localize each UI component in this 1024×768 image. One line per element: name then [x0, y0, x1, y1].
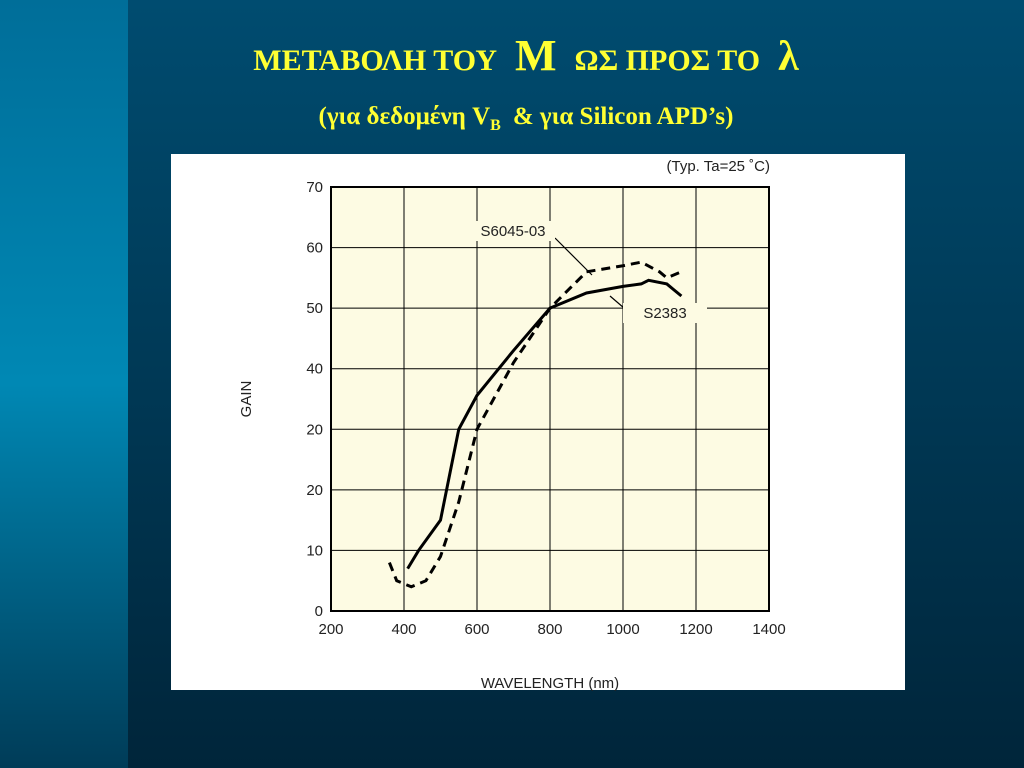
grid: 200 400 600 800 1000 1200 1400 0 10 20 20 40 50 60 70 — [306, 179, 785, 638]
y-tick-label: 50 — [306, 300, 323, 317]
y-tick-label: 10 — [306, 542, 323, 559]
subtitle: (για δεδομένη VB & για Silicon APD’s) — [319, 103, 734, 134]
leader-line — [554, 237, 593, 276]
y-tick-label: 20 — [306, 482, 323, 499]
y-tick-label: 20 — [306, 421, 323, 438]
subtitle-part: & για Silicon APD’s) — [513, 103, 734, 130]
series-line — [406, 278, 683, 570]
side-stripe — [0, 0, 128, 768]
title-part: λ — [778, 34, 799, 80]
y-tick-label: 70 — [306, 179, 323, 196]
subtitle-part: B — [490, 117, 501, 134]
series-line — [388, 260, 682, 589]
x-axis-title: WAVELENGTH (nm) — [481, 675, 619, 692]
y-axis-title: GAIN — [238, 381, 255, 418]
legend-label-bg — [623, 303, 707, 323]
x-tick-label: 200 — [318, 621, 343, 638]
note: (Typ. Ta=25 ˚C) — [666, 158, 770, 175]
marks: S2383 S6045-03 — [388, 221, 707, 589]
title-part: ΩΣ ΠΡΟΣ ΤΟ — [575, 44, 761, 77]
y-tick-label: 40 — [306, 361, 323, 378]
title: ΜΕΤΑΒΟΛΗ ΤΟΥ Μ ΩΣ ΠΡΟΣ ΤΟ λ — [253, 31, 799, 80]
subtitle-part: (για δεδομένη V — [319, 103, 491, 130]
x-tick-label: 1400 — [752, 621, 785, 638]
legend-label: S6045-03 — [480, 223, 545, 240]
x-tick-label: 1200 — [679, 621, 712, 638]
x-tick-label: 600 — [464, 621, 489, 638]
legend-label-bg — [471, 221, 555, 241]
y-tick-label: 0 — [315, 603, 323, 620]
legend-label: S2383 — [643, 305, 686, 322]
title-part: Μ — [515, 31, 557, 80]
x-tick-label: 800 — [537, 621, 562, 638]
title-part: ΜΕΤΑΒΟΛΗ ΤΟΥ — [253, 44, 497, 77]
y-tick-label: 60 — [306, 240, 323, 257]
x-tick-label: 1000 — [606, 621, 639, 638]
x-tick-label: 400 — [391, 621, 416, 638]
